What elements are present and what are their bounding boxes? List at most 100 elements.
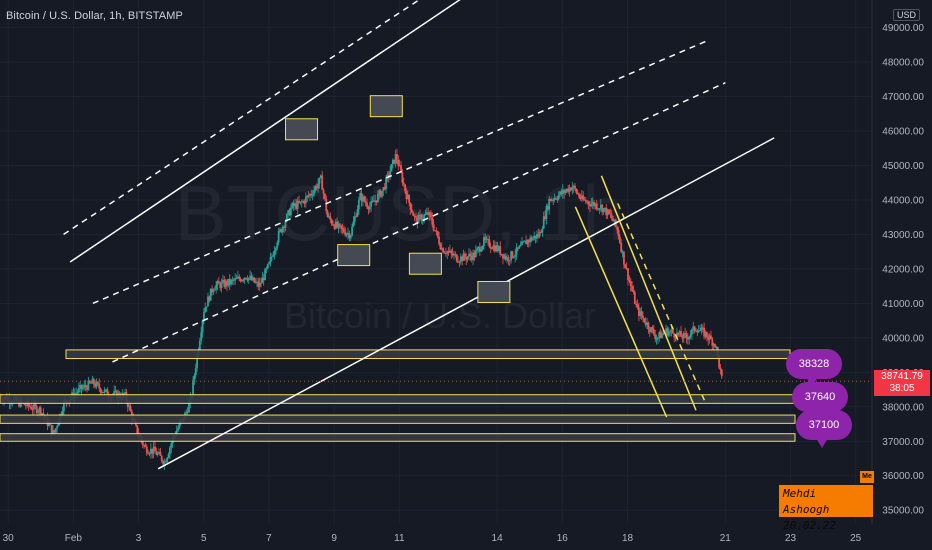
candle-body (408, 194, 411, 203)
candle-body (144, 445, 147, 447)
candle-body (277, 230, 280, 243)
candle-body (345, 233, 348, 236)
candle-body (531, 238, 534, 241)
price-tick-label: 38000.00 (882, 402, 924, 413)
support-zone-2[interactable] (0, 394, 796, 404)
candle-body (194, 368, 197, 376)
candle-body (609, 213, 612, 215)
support-zone-4[interactable] (0, 433, 796, 442)
trendline-7[interactable] (574, 206, 668, 418)
trendline-1[interactable] (69, 0, 464, 263)
candle-body (163, 461, 166, 465)
target-callout-1[interactable]: 38328 (786, 349, 842, 387)
candle-body (328, 216, 330, 218)
trendline-2[interactable] (63, 0, 420, 236)
candle-body (637, 307, 640, 316)
candle-body (371, 200, 374, 202)
candle-body (236, 276, 239, 279)
candle-body (491, 248, 493, 250)
candle-body (334, 221, 337, 229)
candle-body (318, 177, 321, 184)
candle-body (685, 334, 688, 338)
candle-body (258, 282, 261, 287)
candle-body (578, 193, 580, 198)
candle-body (484, 237, 487, 240)
candle-body (466, 256, 469, 260)
support-zone-3[interactable] (0, 414, 796, 424)
candle-body (310, 193, 313, 195)
author-signature[interactable]: Mehdi Ashoogh 20.02.22 (778, 484, 874, 532)
candle-body (497, 246, 500, 251)
candle-body (332, 223, 334, 226)
support-zone-1[interactable] (65, 349, 791, 360)
candle-body (344, 232, 347, 236)
candle-body (636, 304, 639, 308)
candle-body (700, 327, 703, 331)
candle-body (300, 201, 303, 203)
trendline-3[interactable] (92, 40, 707, 305)
trendline-5[interactable] (157, 137, 775, 470)
candle-body (279, 229, 281, 231)
candle-body (640, 311, 643, 317)
highlight-box-5[interactable] (477, 280, 511, 303)
candle-body (319, 175, 322, 178)
candle-body (463, 253, 466, 258)
currency-label[interactable]: USD (893, 9, 921, 21)
candle-body (219, 283, 222, 289)
candle-body (442, 248, 445, 253)
candle-body (579, 197, 582, 199)
candle-body (537, 234, 540, 237)
trendline-8[interactable] (617, 203, 707, 404)
symbol-title[interactable]: Bitcoin / U.S. Dollar, 1h, BITSTAMP (6, 10, 183, 22)
candle-body (703, 327, 706, 337)
candle-body (550, 199, 553, 202)
candle-body (657, 337, 659, 339)
target-callout-3[interactable]: 37100 (796, 410, 852, 448)
highlight-box-3[interactable] (337, 244, 371, 267)
candle-body (474, 250, 477, 258)
candle-body (608, 209, 610, 214)
candle-body (431, 217, 434, 225)
trendline-4[interactable] (112, 82, 726, 363)
candle-body (669, 331, 672, 333)
candle-body (612, 218, 614, 222)
candle-body (449, 250, 451, 252)
candle-body (37, 411, 39, 414)
trendline-6[interactable] (600, 175, 697, 411)
candle-body (375, 200, 378, 202)
signature-date: 20.02.22 (783, 519, 836, 532)
signature-name: Mehdi Ashoogh (783, 487, 830, 516)
target-callout-1-label: 38328 (798, 358, 830, 370)
target-callout-3-label: 37100 (808, 419, 840, 431)
candle-body (693, 326, 696, 332)
candle-body (629, 281, 632, 287)
candle-body (584, 199, 587, 202)
time-tick-label: 9 (331, 533, 337, 544)
candle-body (366, 202, 368, 207)
candle-body (575, 188, 578, 193)
price-tick-label: 43000.00 (882, 230, 924, 241)
candle-body (459, 256, 462, 262)
candle-body (415, 216, 417, 218)
candle-body (29, 405, 31, 407)
candle-body (512, 256, 515, 258)
time-tick-label: 11 (394, 533, 405, 544)
candle-body (605, 207, 608, 216)
highlight-box-1[interactable] (285, 118, 319, 141)
candle-body (177, 427, 179, 431)
candle-body (563, 189, 566, 193)
highlight-box-2[interactable] (369, 95, 403, 118)
candle-body (546, 206, 549, 210)
candle-body (376, 193, 379, 202)
candle-body (689, 334, 692, 337)
candle-body (453, 254, 455, 256)
highlight-box-4[interactable] (408, 252, 442, 275)
candle-body (686, 337, 689, 340)
candle-body (307, 195, 310, 197)
candle-body (443, 252, 446, 254)
candle-body (158, 452, 160, 454)
candle-body (269, 257, 272, 263)
target-callout-2[interactable]: 37640 (792, 382, 848, 420)
candle-body (203, 312, 205, 321)
